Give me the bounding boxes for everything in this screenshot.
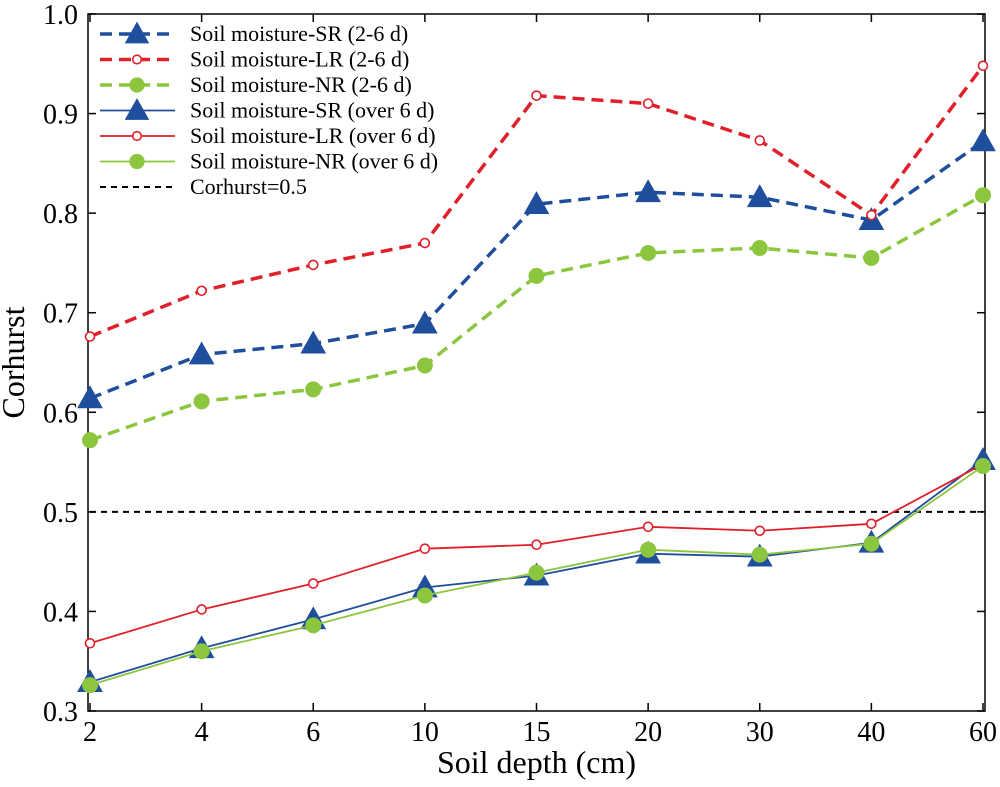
legend-marker [124, 98, 150, 120]
legend-marker [124, 21, 150, 44]
data-point [863, 249, 880, 266]
data-point [305, 381, 322, 398]
legend-entry: Corhurst=0.5 [100, 174, 307, 199]
data-point [412, 310, 438, 334]
data-point [751, 546, 768, 563]
legend-marker [131, 54, 143, 65]
y-tick-label: 0.5 [43, 498, 78, 529]
data-point [82, 432, 98, 449]
x-tick-label: 4 [195, 717, 209, 748]
data-point [640, 541, 657, 558]
y-tick-label: 0.3 [43, 697, 78, 728]
data-point [523, 191, 550, 215]
data-point [84, 331, 96, 342]
x-axis-title: Soil depth (cm) [437, 744, 636, 780]
data-point [84, 637, 96, 649]
data-point [416, 587, 433, 604]
legend-label: Soil moisture-NR (2-6 d) [190, 72, 412, 97]
x-tick-label: 30 [746, 717, 774, 748]
data-point [196, 285, 207, 297]
x-tick-label: 15 [523, 717, 551, 748]
data-point [307, 259, 319, 271]
data-point [642, 521, 654, 533]
data-point [77, 385, 103, 409]
x-tick-label: 20 [634, 717, 662, 748]
data-point [751, 239, 768, 256]
series-line [89, 193, 984, 442]
series-group [84, 60, 989, 342]
y-axis-title: Corhurst [0, 306, 31, 418]
data-point [419, 237, 431, 249]
data-point [754, 135, 766, 146]
data-point [300, 330, 327, 354]
data-point [863, 535, 880, 552]
y-tick-label: 0.9 [43, 100, 78, 131]
data-point [970, 128, 996, 152]
legend-entry: Soil moisture-NR (over 6 d) [100, 149, 438, 174]
legend-entry: Soil moisture-LR (over 6 d) [100, 123, 436, 148]
y-tick-label: 0.6 [43, 398, 78, 429]
legend-entry: Soil moisture-SR (over 6 d) [100, 98, 434, 123]
data-point [866, 209, 877, 221]
data-point [531, 539, 542, 551]
series-line [89, 140, 985, 400]
legend-entry: Soil moisture-NR (2-6 d) [100, 72, 412, 97]
data-point [419, 543, 431, 554]
data-point [193, 393, 210, 410]
legend-label: Soil moisture-LR (over 6 d) [190, 123, 436, 148]
x-tick-label: 6 [306, 717, 320, 748]
data-point [975, 458, 991, 475]
legend-marker [129, 77, 145, 93]
data-point [307, 578, 319, 589]
legend-label: Soil moisture-NR (over 6 d) [190, 149, 438, 174]
legend-label: Soil moisture-SR (2-6 d) [190, 21, 408, 46]
data-point [82, 677, 98, 694]
data-point [528, 564, 545, 581]
legend-marker [129, 153, 145, 170]
x-tick-label: 2 [83, 717, 97, 748]
legend-label: Soil moisture-LR (2-6 d) [190, 47, 409, 72]
data-point [196, 604, 207, 615]
data-point [754, 525, 766, 537]
y-tick-label: 0.7 [43, 299, 78, 330]
data-point [866, 518, 877, 530]
series-group [77, 128, 996, 409]
x-tick-label: 40 [857, 717, 885, 748]
legend-entry: Soil moisture-SR (2-6 d) [100, 21, 408, 46]
data-point [305, 617, 322, 634]
legend-marker [131, 130, 143, 142]
data-point [635, 179, 661, 203]
y-tick-label: 0.8 [43, 199, 78, 230]
legend-entry: Soil moisture-LR (2-6 d) [100, 47, 409, 72]
y-tick-label: 1.0 [43, 0, 78, 31]
data-point [746, 184, 773, 208]
data-point [642, 98, 654, 109]
data-point [528, 267, 545, 284]
data-point [531, 90, 542, 101]
data-point [640, 244, 657, 261]
data-point [416, 357, 433, 374]
y-tick-label: 0.4 [43, 597, 78, 628]
series-group [82, 458, 991, 694]
x-tick-label: 60 [969, 717, 997, 748]
legend-label: Corhurst=0.5 [190, 174, 307, 199]
data-point [188, 341, 215, 365]
data-point [975, 187, 991, 204]
x-tick-label: 10 [411, 717, 439, 748]
series-group [82, 187, 991, 449]
data-point [193, 643, 210, 660]
data-point [977, 60, 989, 72]
legend-label: Soil moisture-SR (over 6 d) [190, 98, 434, 123]
